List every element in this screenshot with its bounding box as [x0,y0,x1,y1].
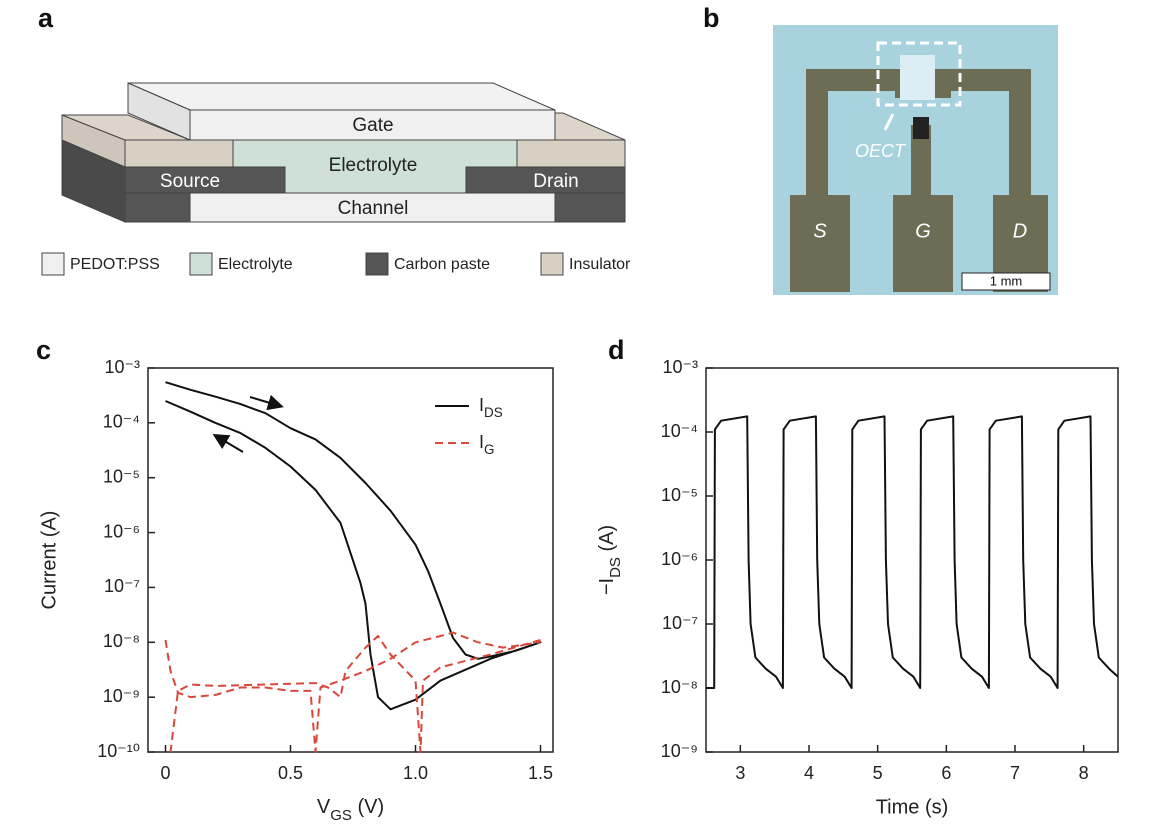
legend-label: Carbon paste [394,256,490,273]
x-tick-label: 8 [1079,763,1089,783]
axes-frame [705,367,1119,753]
x-tick-label: 1.0 [403,763,428,783]
layer-label: Channel [338,198,409,219]
y-tick-label: 10⁻⁶ [103,521,140,541]
scale-bar-label: 1 mm [990,273,1023,288]
y-tick-label: 10⁻³ [662,357,698,377]
legend-label: Insulator [569,256,631,273]
legend-label-sub: DS [484,405,503,420]
y-tick-label: 10⁻⁵ [661,485,698,505]
electrode-label: D [1013,220,1027,242]
y-tick-label: 10⁻⁴ [103,412,140,432]
x-axis-label-sub: GS [330,807,352,824]
device-photo [773,25,1058,295]
series-line [706,415,1119,689]
device-diagram [41,82,626,276]
x-tick-label: 0.5 [278,763,303,783]
x-axis-label-part: (V) [352,796,384,818]
electrode-label: G [915,220,931,242]
layer-label: Electrolyte [329,155,418,176]
panel-label: c [36,335,51,365]
legend-label: IDS [479,395,503,420]
y-tick-label: 10⁻⁵ [103,466,140,486]
x-tick-label: 0 [160,763,170,783]
y-tick-label: 10⁻¹⁰ [97,741,140,761]
layer-label: Gate [352,115,393,136]
y-tick-label: 10⁻⁴ [661,421,698,441]
panel-label: b [703,3,720,33]
x-axis-label: VGS (V) [317,796,384,824]
legend-label: Electrolyte [218,256,293,273]
sweep-arrow [249,394,284,411]
legend-label: IG [479,432,495,457]
legend-label-sub: G [484,442,495,457]
x-tick-label: 1.5 [528,763,553,783]
legend-label-part: I [479,432,484,452]
x-axis-label-part: V [317,796,331,818]
axes-frame [147,367,554,753]
x-tick-label: 6 [941,763,951,783]
y-axis-label-part: −I [596,578,618,595]
x-tick-label: 7 [1010,763,1020,783]
x-axis-label: Time (s) [876,796,949,818]
y-tick-label: 10⁻⁶ [661,549,698,569]
y-axis-label: Current (A) [38,511,60,610]
panel-label: a [38,3,54,33]
y-axis-label: −IDS (A) [596,525,624,595]
panel-label: d [608,335,625,365]
layer-label: Drain [533,171,578,192]
x-tick-label: 4 [804,763,814,783]
x-tick-label: 5 [873,763,883,783]
y-tick-label: 10⁻⁷ [662,613,698,633]
y-tick-label: 10⁻⁸ [661,677,698,697]
electrode-label: S [813,220,827,242]
legend-label: PEDOT:PSS [70,256,160,273]
y-tick-label: 10⁻⁹ [103,686,140,706]
y-tick-label: 10⁻⁷ [104,576,140,596]
device-label: OECT [855,141,907,161]
legend-label-part: I [479,395,484,415]
y-tick-label: 10⁻⁹ [661,741,698,761]
sweep-arrow [212,433,244,453]
x-tick-label: 3 [735,763,745,783]
y-tick-label: 10⁻⁸ [103,631,140,651]
y-tick-label: 10⁻³ [104,357,140,377]
series-line [164,631,541,753]
y-axis-label-sub: DS [607,557,624,578]
layer-label: Source [160,171,220,192]
series-line [165,381,542,711]
y-axis-label-part: (A) [596,525,618,557]
